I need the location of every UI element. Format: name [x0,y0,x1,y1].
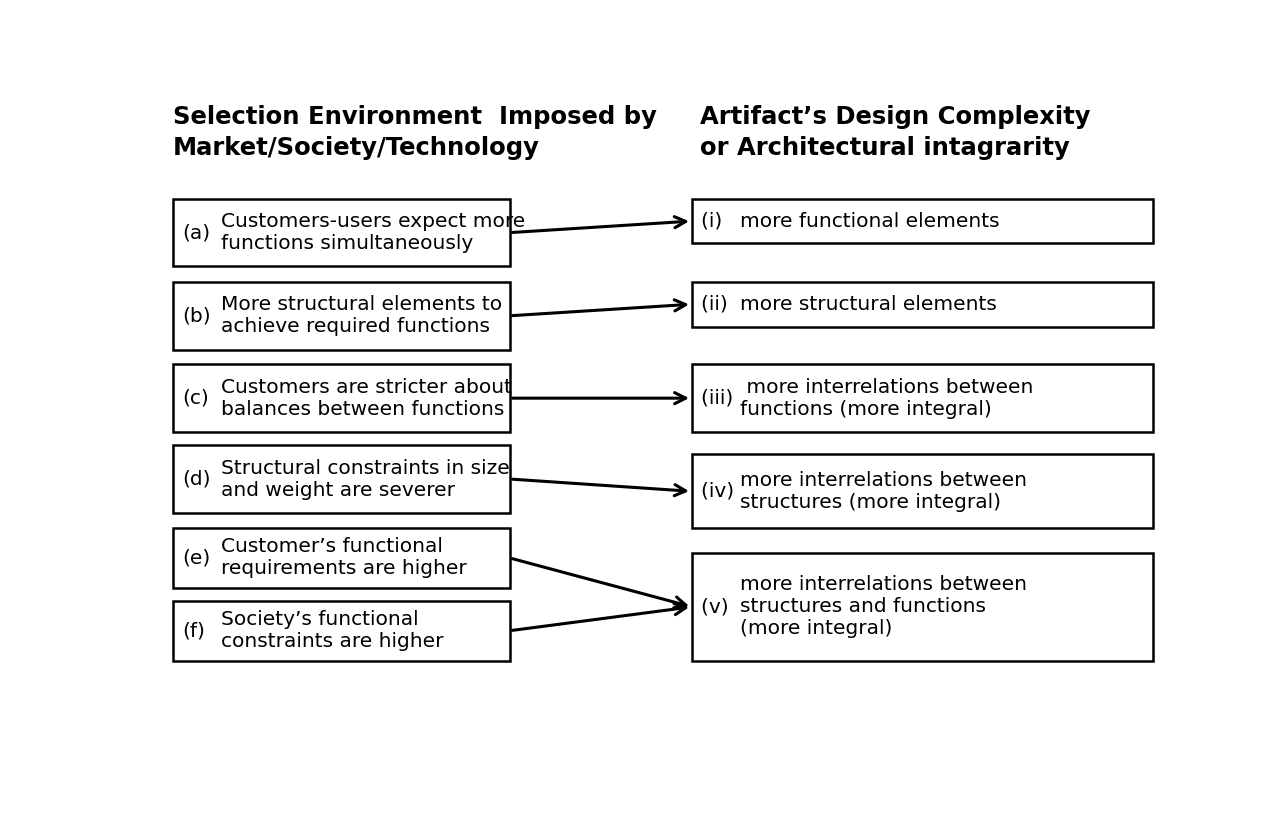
Text: Customers-users expect more
functions simultaneously: Customers-users expect more functions si… [220,212,526,253]
Bar [692,282,1153,326]
Bar [692,364,1153,432]
Bar [173,364,510,432]
Text: more functional elements: more functional elements [739,211,999,230]
Text: (e): (e) [182,548,210,567]
Text: more interrelations between
structures (more integral): more interrelations between structures (… [739,471,1027,512]
Text: Artifact’s Design Complexity
or Architectural intagrarity: Artifact’s Design Complexity or Architec… [699,104,1090,160]
Text: more interrelations between
structures and functions
(more integral): more interrelations between structures a… [739,575,1027,639]
Text: (d): (d) [182,469,210,488]
Text: (c): (c) [182,389,209,408]
Text: (iv): (iv) [701,482,741,501]
Bar [692,553,1153,661]
Text: more structural elements: more structural elements [739,295,997,314]
Bar [173,199,510,266]
Text: Society’s functional
constraints are higher: Society’s functional constraints are hig… [220,610,443,651]
Text: (f): (f) [182,621,205,640]
Text: (ii): (ii) [701,295,741,314]
Bar [692,455,1153,529]
Bar [692,199,1153,243]
Bar [173,446,510,513]
Text: (b): (b) [182,307,210,326]
Text: Selection Environment  Imposed by
Market/Society/Technology: Selection Environment Imposed by Market/… [173,104,657,160]
Text: More structural elements to
achieve required functions: More structural elements to achieve requ… [220,295,502,336]
Text: Structural constraints in size
and weight are severer: Structural constraints in size and weigh… [220,459,510,500]
Text: (iii): (iii) [701,389,739,408]
Text: (i): (i) [701,211,742,230]
Text: more interrelations between
functions (more integral): more interrelations between functions (m… [739,377,1033,418]
Text: Customers are stricter about
balances between functions: Customers are stricter about balances be… [220,377,511,418]
Text: (v): (v) [701,598,742,616]
Bar [173,529,510,588]
Text: (a): (a) [182,223,210,242]
Bar [173,601,510,661]
Text: Customer’s functional
requirements are higher: Customer’s functional requirements are h… [220,538,466,579]
Bar [173,282,510,349]
